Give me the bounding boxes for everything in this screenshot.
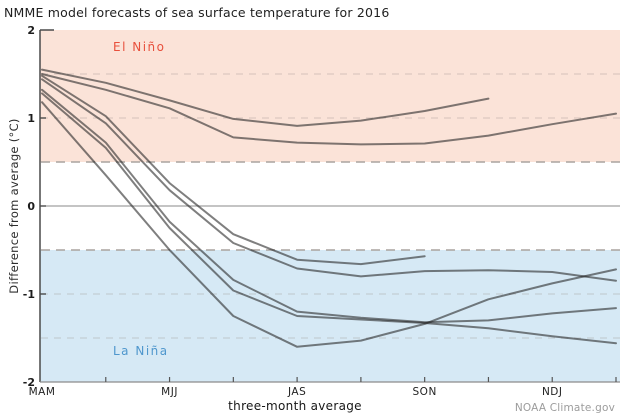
forecast-line-model-6 (41, 92, 617, 345)
forecast-line-model-4 (41, 78, 617, 282)
el-nino-region-label: El Niño (113, 40, 166, 54)
attribution-text: NOAA Climate.gov (514, 402, 615, 414)
y-axis-title: Difference from average (°C) (7, 118, 21, 294)
forecast-line-model-2 (41, 73, 617, 146)
x-tick-label: JAS (287, 386, 306, 398)
page-title: NMME model forecasts of sea surface temp… (4, 5, 390, 20)
x-axis-title: three-month average (228, 399, 362, 413)
y-tick-label: -2 (23, 376, 35, 389)
y-tick-label: 1 (27, 112, 35, 125)
la-nina-region-label: La Niña (113, 344, 169, 358)
forecast-line-model-3 (41, 74, 426, 266)
y-tick-label: 2 (27, 24, 35, 37)
forecast-line-model-1 (41, 68, 490, 127)
x-tick-label: MAM (29, 386, 56, 398)
x-tick-label: SON (413, 386, 437, 398)
forecast-line-model-7 (41, 101, 617, 348)
y-tick-label: -1 (23, 288, 35, 301)
forecast-line-model-5 (41, 88, 617, 324)
el-nino-region (40, 30, 620, 162)
y-tick-label: 0 (27, 200, 35, 213)
x-tick-label: NDJ (542, 386, 563, 398)
x-tick-label: MJJ (161, 386, 178, 398)
